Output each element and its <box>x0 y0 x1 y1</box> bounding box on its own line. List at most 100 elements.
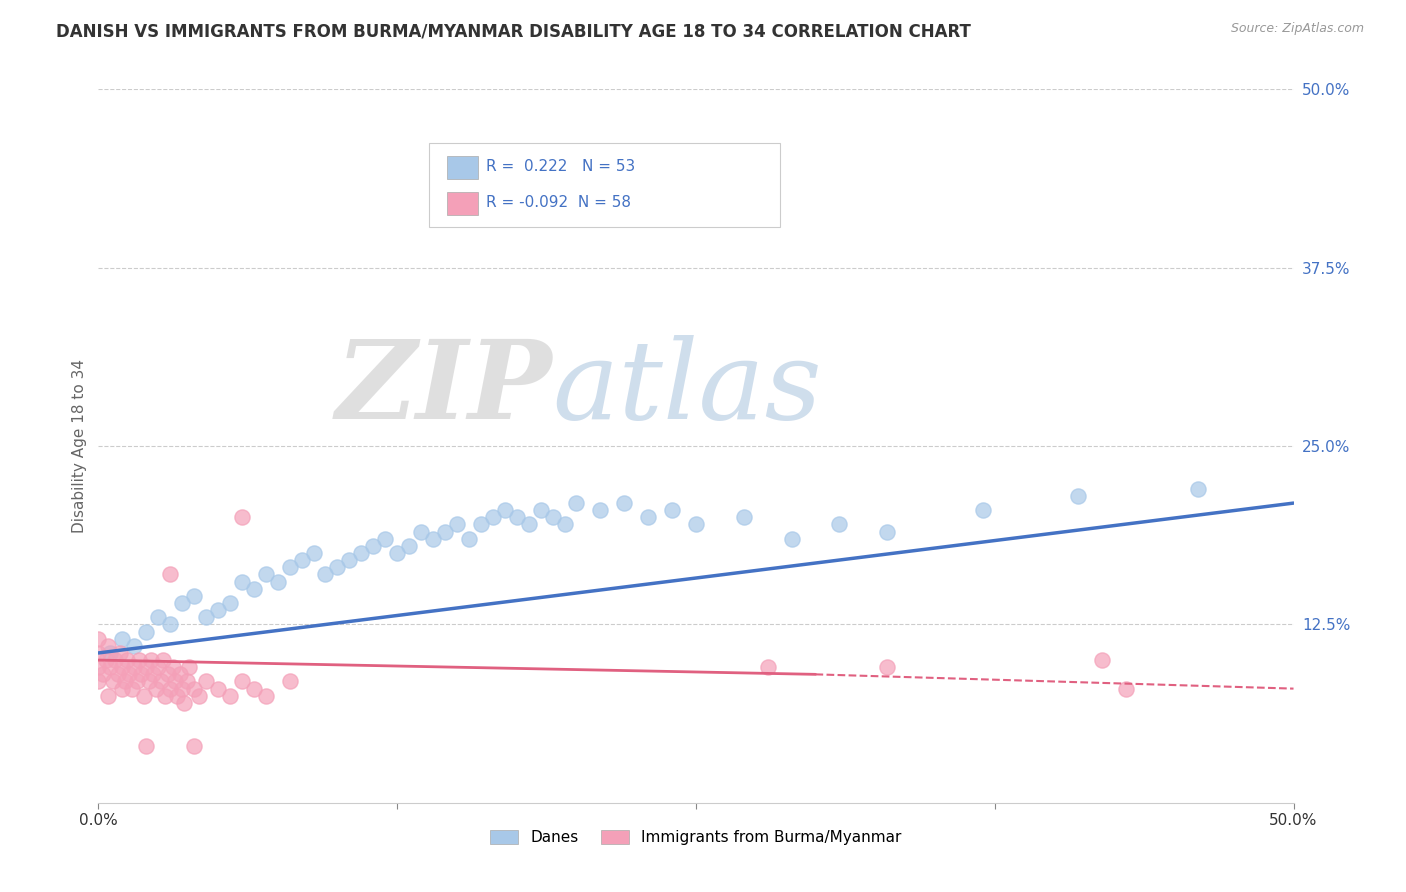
Point <box>152 653 174 667</box>
Point <box>128 653 150 667</box>
Point <box>243 582 266 596</box>
Point <box>149 674 172 689</box>
Point <box>159 617 181 632</box>
Point <box>183 681 205 696</box>
Text: Source: ZipAtlas.com: Source: ZipAtlas.com <box>1230 22 1364 36</box>
Point <box>207 681 229 696</box>
Point <box>114 674 136 689</box>
Point <box>183 739 205 753</box>
Point <box>138 674 160 689</box>
Point <box>1067 489 1090 503</box>
Point <box>121 681 143 696</box>
Point <box>565 496 588 510</box>
Point <box>385 546 409 560</box>
Point <box>613 496 636 510</box>
Text: R =  0.222   N = 53: R = 0.222 N = 53 <box>486 160 636 174</box>
Point <box>1115 681 1137 696</box>
Text: R = -0.092  N = 58: R = -0.092 N = 58 <box>486 195 631 210</box>
Legend: Danes, Immigrants from Burma/Myanmar: Danes, Immigrants from Burma/Myanmar <box>491 830 901 845</box>
Point <box>458 532 481 546</box>
Point <box>541 510 564 524</box>
Point <box>780 532 803 546</box>
Point <box>326 560 349 574</box>
Point <box>91 667 114 681</box>
Point <box>506 175 529 189</box>
Y-axis label: Disability Age 18 to 34: Disability Age 18 to 34 <box>72 359 87 533</box>
Point <box>876 524 898 539</box>
Point <box>530 503 553 517</box>
Point <box>1091 653 1114 667</box>
Point <box>554 517 576 532</box>
Point <box>195 610 218 624</box>
Point <box>187 689 209 703</box>
Point <box>267 574 290 589</box>
Point <box>176 674 198 689</box>
Point <box>363 539 385 553</box>
Point <box>131 667 153 681</box>
Point <box>104 653 127 667</box>
Point <box>756 660 779 674</box>
Point <box>115 653 138 667</box>
Point <box>135 739 157 753</box>
Point <box>517 517 540 532</box>
Point <box>108 646 131 660</box>
Point <box>97 639 120 653</box>
Point <box>422 532 444 546</box>
Text: atlas: atlas <box>553 335 823 442</box>
Point <box>173 696 195 710</box>
Text: ZIP: ZIP <box>336 335 553 442</box>
Point <box>481 510 505 524</box>
Point <box>159 567 181 582</box>
Point <box>124 639 146 653</box>
Point <box>142 667 165 681</box>
Point <box>350 546 373 560</box>
Point <box>219 596 242 610</box>
Point <box>125 674 148 689</box>
Point <box>97 689 120 703</box>
Point <box>155 689 177 703</box>
Point <box>118 667 141 681</box>
Point <box>111 660 134 674</box>
Point <box>1187 482 1209 496</box>
Point <box>87 660 110 674</box>
Point <box>291 553 314 567</box>
Point <box>172 596 194 610</box>
Point <box>135 660 157 674</box>
Point <box>661 503 683 517</box>
Point <box>145 681 167 696</box>
Point <box>278 674 301 689</box>
Point <box>231 574 253 589</box>
Point <box>733 510 755 524</box>
Point <box>972 503 994 517</box>
Point <box>172 681 194 696</box>
Point <box>98 660 122 674</box>
Point <box>111 632 134 646</box>
Point <box>278 560 301 574</box>
Point <box>876 660 898 674</box>
Point <box>219 689 242 703</box>
Text: DANISH VS IMMIGRANTS FROM BURMA/MYANMAR DISABILITY AGE 18 TO 34 CORRELATION CHAR: DANISH VS IMMIGRANTS FROM BURMA/MYANMAR … <box>56 22 972 40</box>
Point <box>166 689 188 703</box>
Point <box>494 503 516 517</box>
Point <box>87 632 110 646</box>
Point <box>148 660 170 674</box>
Point <box>685 517 707 532</box>
Point <box>828 517 851 532</box>
Point <box>139 653 162 667</box>
Point <box>254 689 277 703</box>
Point <box>87 646 110 660</box>
Point <box>195 674 218 689</box>
Point <box>254 567 277 582</box>
Point <box>446 517 468 532</box>
Point <box>163 674 186 689</box>
Point <box>169 667 191 681</box>
Point <box>374 532 396 546</box>
Point <box>302 546 325 560</box>
Point <box>637 510 659 524</box>
Point <box>94 653 117 667</box>
Point <box>179 660 201 674</box>
Point <box>111 681 134 696</box>
Point <box>156 667 179 681</box>
Point <box>98 646 122 660</box>
Point <box>135 624 157 639</box>
